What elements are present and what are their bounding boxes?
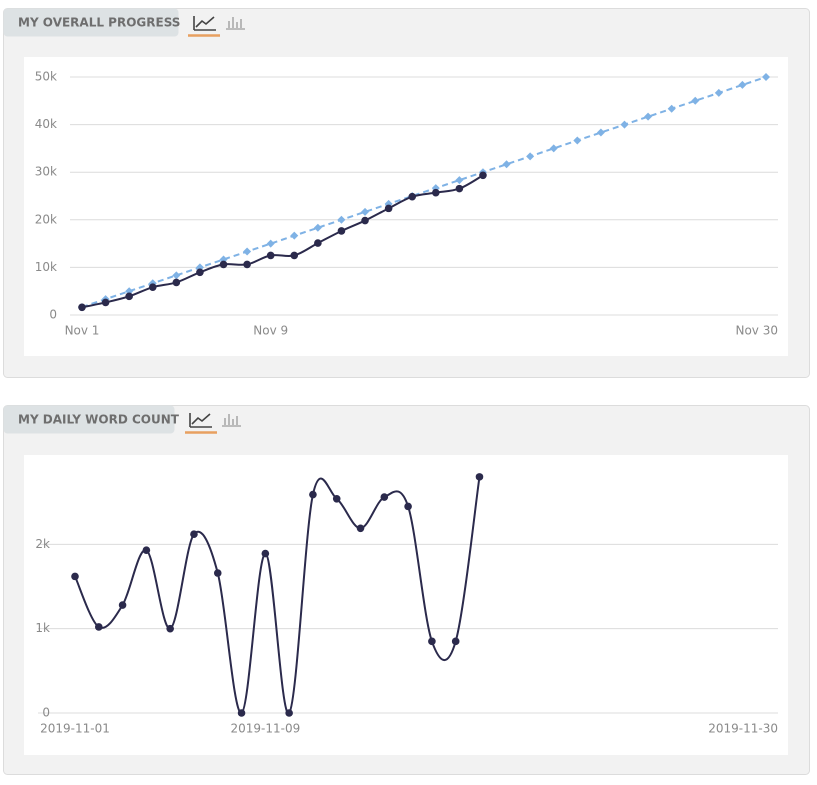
line-icon[interactable]: [189, 413, 212, 428]
x-tick-label: 2019-11-30: [708, 722, 778, 736]
point: [219, 260, 228, 269]
point: [455, 184, 464, 193]
point: [314, 239, 322, 247]
point: [431, 188, 440, 197]
point: [384, 204, 393, 213]
point: [172, 271, 181, 280]
point: [526, 152, 535, 161]
point: [738, 80, 747, 89]
y-tick-label: 30k: [35, 165, 57, 179]
x-tick-label: Nov 9: [253, 324, 288, 338]
y-tick-label: 0: [49, 308, 57, 322]
point: [243, 260, 251, 269]
point: [166, 624, 174, 633]
point: [644, 112, 653, 121]
point: [479, 171, 487, 180]
series-line: [81, 76, 767, 309]
bar-icon[interactable]: [222, 414, 241, 427]
point: [455, 176, 464, 185]
point: [172, 278, 181, 287]
plot-area: [24, 57, 788, 356]
point: [361, 216, 369, 225]
point: [213, 569, 222, 577]
point: [361, 207, 370, 216]
point: [290, 231, 299, 240]
point: [332, 494, 341, 503]
point: [196, 268, 204, 277]
tab[interactable]: [3, 8, 179, 37]
line-icon[interactable]: [193, 16, 216, 31]
point: [71, 572, 79, 581]
point: [502, 160, 511, 169]
bar-icon[interactable]: [226, 17, 245, 30]
x-tick-label: Nov 30: [735, 324, 778, 338]
point: [596, 128, 605, 137]
tab[interactable]: [3, 405, 175, 434]
panel-title: MY DAILY WORD COUNT: [18, 413, 180, 427]
point: [101, 298, 110, 307]
point: [356, 524, 365, 533]
y-tick-label: 40k: [35, 117, 57, 131]
point: [266, 239, 275, 248]
point: [428, 637, 436, 646]
x-tick-label: 2019-11-01: [40, 722, 110, 736]
point: [337, 215, 346, 224]
point: [148, 283, 157, 291]
point: [190, 530, 198, 539]
point: [125, 292, 133, 301]
point: [243, 247, 252, 256]
point: [451, 637, 460, 646]
y-tick-label: 1k: [35, 621, 50, 635]
point: [78, 303, 86, 312]
point: [118, 601, 127, 609]
x-tick-label: 2019-11-09: [230, 722, 300, 736]
point: [762, 73, 770, 81]
point: [261, 549, 270, 558]
point: [337, 227, 346, 235]
point: [142, 546, 151, 555]
x-tick-label: Nov 1: [65, 324, 100, 338]
y-tick-label: 50k: [35, 70, 57, 84]
point: [573, 136, 582, 145]
y-tick-label: 10k: [35, 260, 57, 274]
point: [309, 490, 317, 499]
point: [313, 223, 322, 232]
point: [404, 502, 412, 511]
point: [691, 96, 700, 105]
point: [285, 709, 293, 717]
point: [475, 473, 484, 481]
point: [237, 709, 246, 717]
point: [714, 88, 723, 97]
y-tick-label: 2k: [35, 537, 50, 551]
point: [408, 192, 417, 201]
point: [290, 251, 299, 260]
point: [549, 144, 558, 153]
series-line: [74, 476, 481, 715]
point: [667, 104, 676, 113]
point: [266, 251, 275, 260]
point: [94, 623, 103, 631]
point: [620, 120, 629, 129]
point: [380, 493, 389, 501]
y-tick-label: 20k: [35, 212, 57, 226]
y-tick-label: 0: [42, 706, 50, 720]
panel-title: MY OVERALL PROGRESS: [18, 16, 180, 30]
